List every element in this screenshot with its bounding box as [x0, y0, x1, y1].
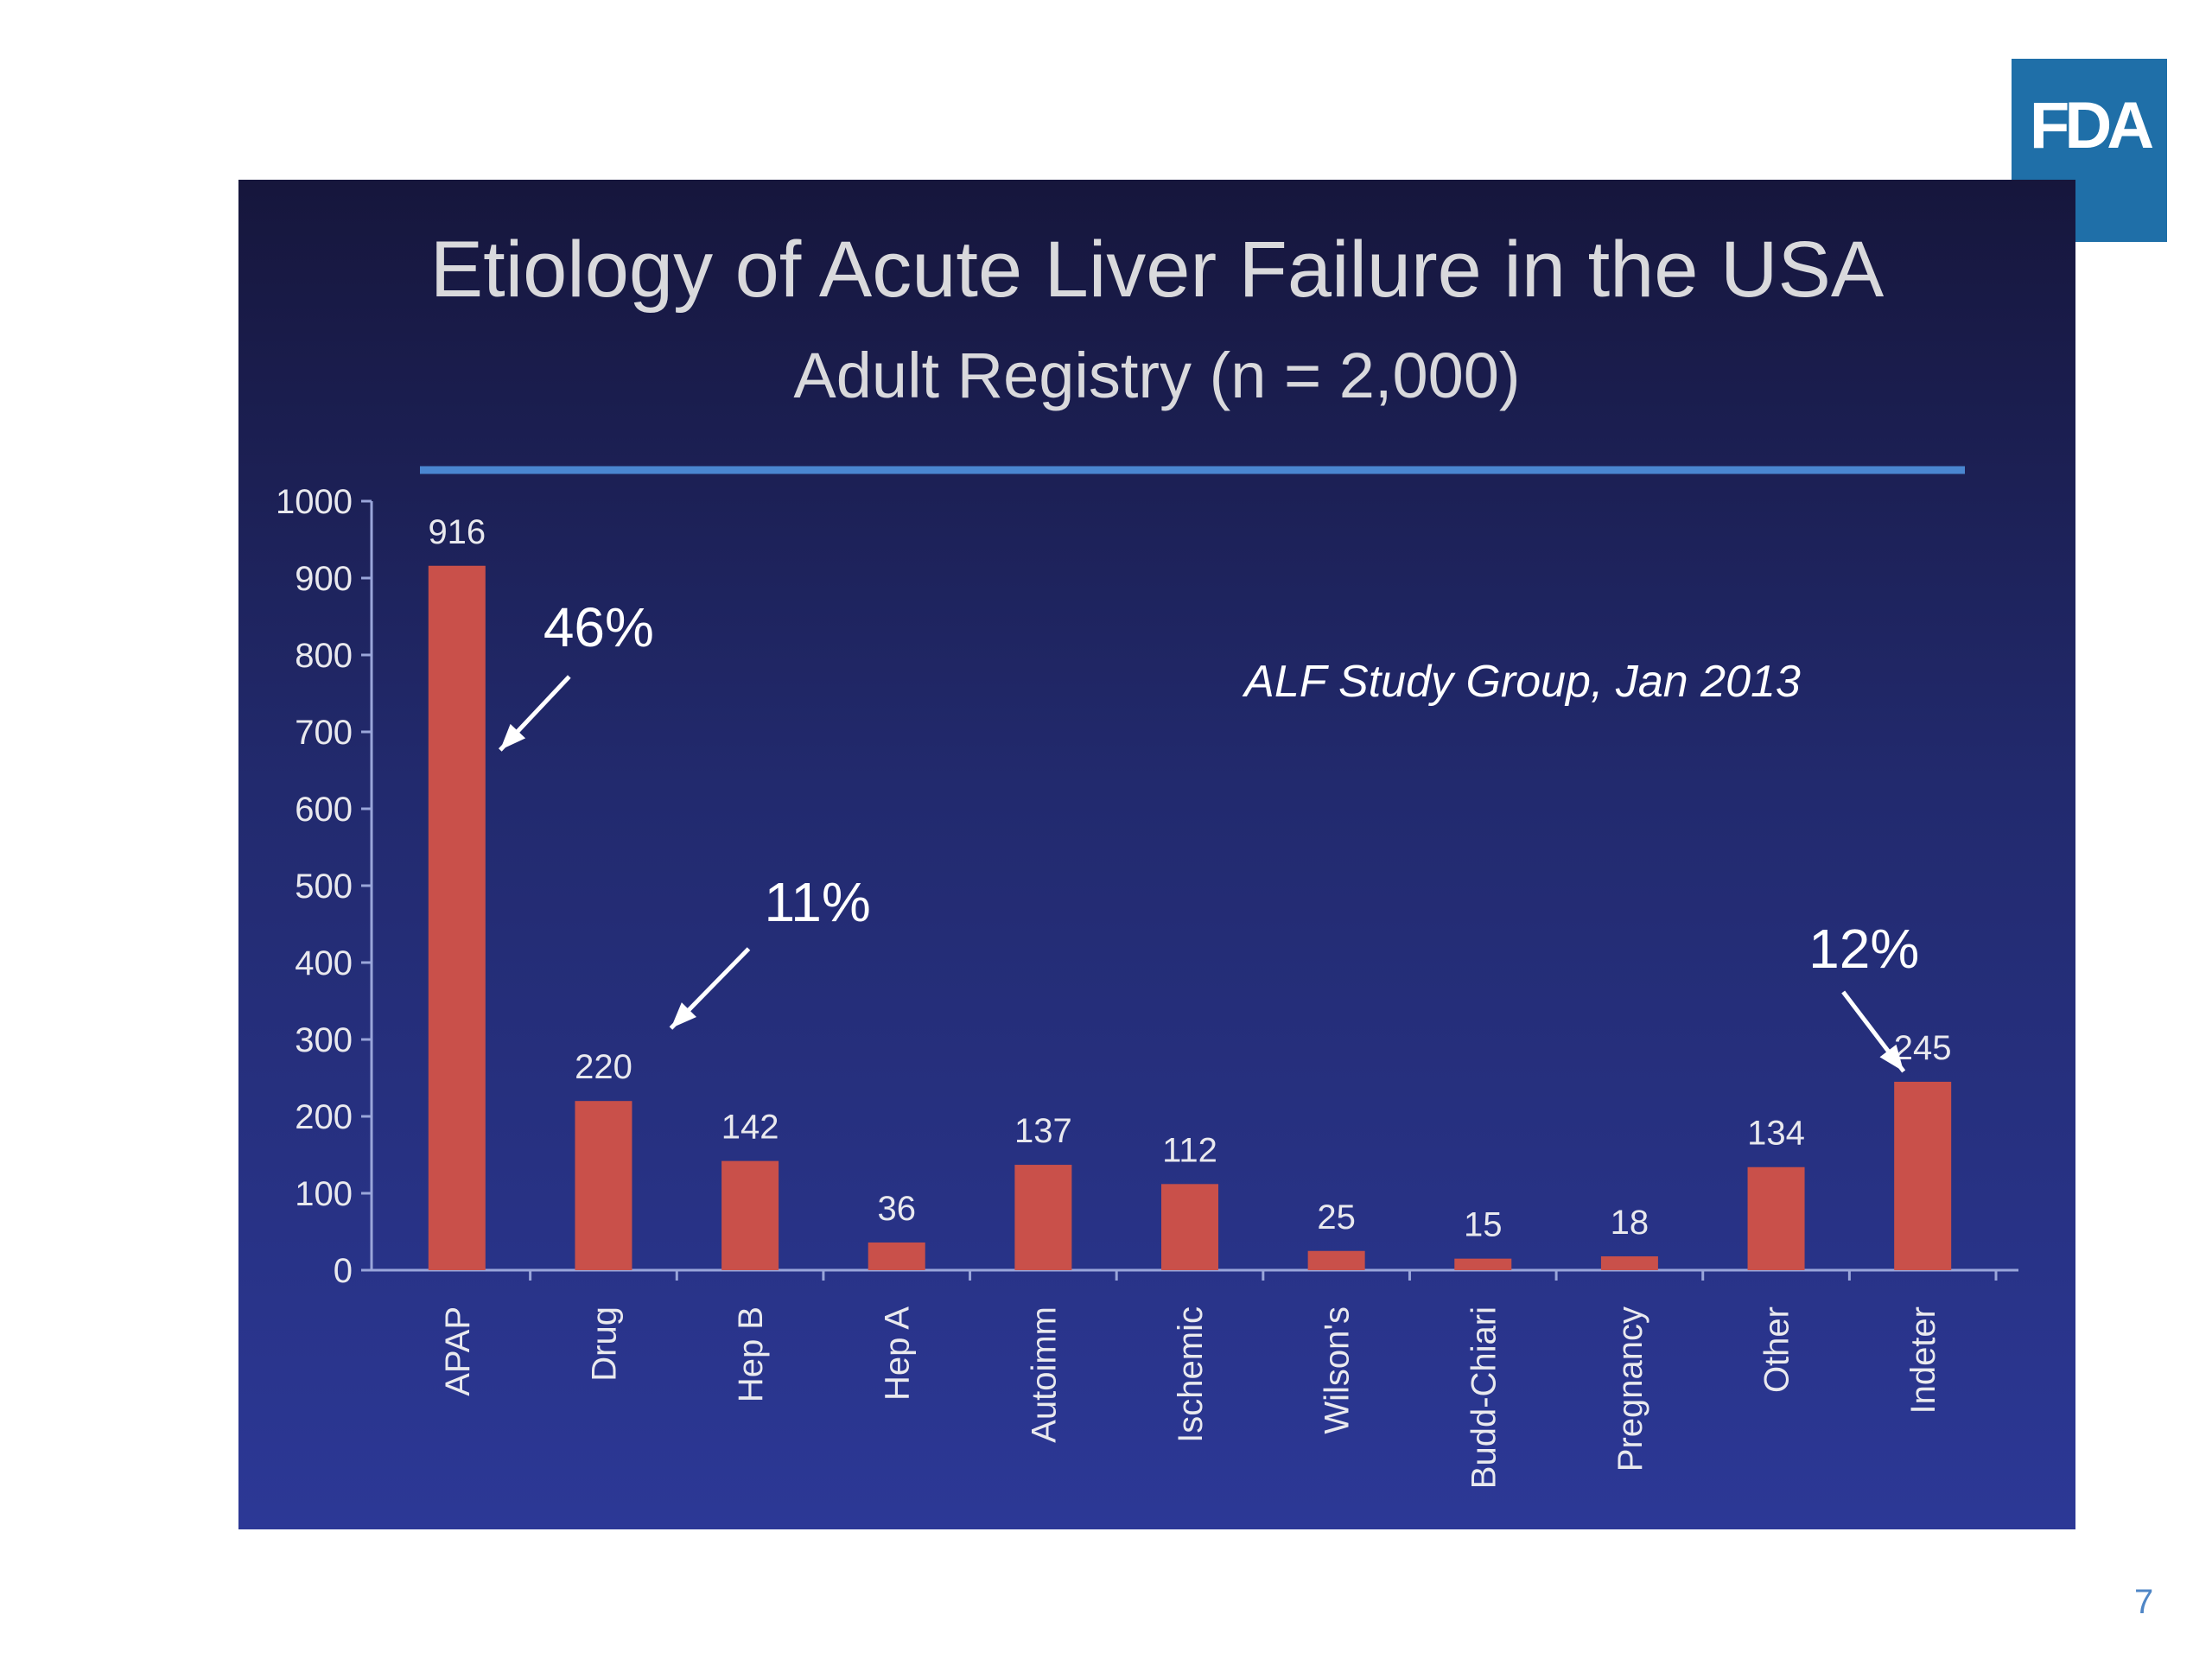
chart-title: Etiology of Acute Liver Failure in the U… — [429, 226, 1885, 314]
annotation-arrowhead — [1879, 1044, 1904, 1071]
annotation-arrowhead — [671, 1002, 697, 1028]
chart-subtitle: Adult Registry (n = 2,000) — [793, 340, 1521, 411]
x-tick-label: APAP — [439, 1306, 477, 1396]
x-tick-label: Hep B — [732, 1306, 770, 1402]
bar-value-label: 36 — [877, 1190, 916, 1228]
bar-value-label: 220 — [575, 1048, 632, 1086]
bar-value-label: 112 — [1162, 1131, 1217, 1169]
bar-value-label: 15 — [1464, 1206, 1503, 1244]
y-tick-label: 800 — [295, 637, 353, 675]
annotation-arrowhead — [499, 723, 526, 750]
y-tick-label: 300 — [295, 1021, 353, 1059]
x-tick-label: Budd-Chiari — [1465, 1306, 1503, 1489]
fda-logo-text: FDA — [2029, 89, 2154, 162]
bar — [1307, 1250, 1365, 1270]
annotation-percent-indeter: 12% — [1808, 918, 1919, 980]
y-tick-label: 100 — [295, 1175, 353, 1213]
x-tick-label: Other — [1758, 1306, 1796, 1393]
bar-value-label: 18 — [1611, 1204, 1649, 1242]
y-tick-label: 0 — [334, 1252, 353, 1290]
bar-value-label: 137 — [1014, 1112, 1072, 1150]
bar — [575, 1101, 632, 1270]
x-tick-label: Drug — [585, 1306, 623, 1382]
y-tick-label: 600 — [295, 791, 353, 829]
bar-value-label: 142 — [721, 1109, 779, 1147]
x-tick-label: Autoimm — [1025, 1306, 1063, 1443]
x-tick-label: Ischemic — [1172, 1306, 1210, 1443]
annotation-percent-apap: 46% — [543, 596, 654, 658]
y-tick-label: 700 — [295, 714, 353, 752]
x-tick-label: Indeter — [1904, 1306, 1942, 1414]
y-tick-label: 900 — [295, 560, 353, 598]
x-tick-label: Hep A — [879, 1306, 917, 1401]
bar — [1014, 1165, 1072, 1270]
bar-value-label: 134 — [1747, 1115, 1805, 1153]
bar — [1161, 1184, 1218, 1270]
bar — [1454, 1258, 1512, 1270]
y-tick-label: 400 — [295, 944, 353, 982]
source-note: ALF Study Group, Jan 2013 — [1242, 657, 1801, 707]
x-tick-label: Pregnancy — [1611, 1306, 1649, 1471]
bar — [1600, 1255, 1658, 1270]
bar — [868, 1242, 925, 1270]
page-number: 7 — [2134, 1583, 2154, 1621]
bar-chart: 0 100 200 300 400 500 600 700 800 900 1000 916 APAP 2… — [276, 466, 2018, 1489]
bar-value-label: 916 — [428, 513, 486, 551]
chart-slide: Etiology of Acute Liver Failure in the U… — [238, 180, 2075, 1529]
bar-value-label: 245 — [1894, 1029, 1952, 1067]
y-tick-label: 500 — [295, 868, 353, 906]
bar — [428, 565, 486, 1270]
y-tick-label: 200 — [295, 1098, 353, 1136]
bar — [721, 1160, 779, 1270]
bar — [1894, 1081, 1952, 1270]
y-tick-label: 1000 — [276, 483, 353, 521]
bar-value-label: 25 — [1317, 1198, 1356, 1236]
bar — [1747, 1166, 1805, 1270]
x-tick-label: Wilson's — [1319, 1306, 1357, 1434]
annotation-percent-drug: 11% — [764, 871, 870, 933]
